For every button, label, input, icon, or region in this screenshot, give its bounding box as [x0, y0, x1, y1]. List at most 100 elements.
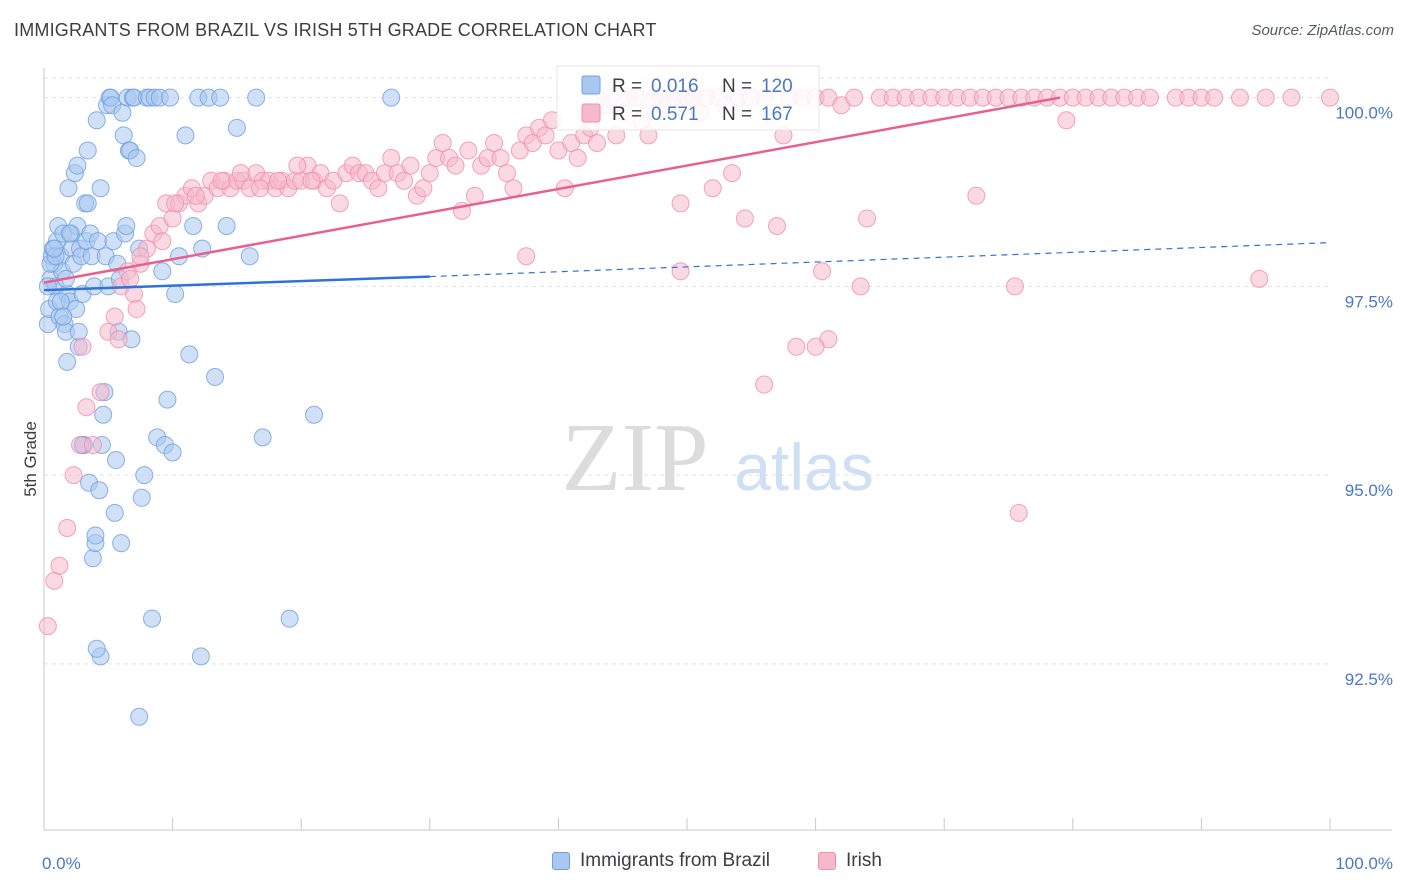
legend-n-label-irish: N = [722, 104, 752, 125]
irish-point [50, 556, 69, 575]
irish-point [1250, 269, 1269, 288]
irish-point [382, 149, 401, 168]
series-brazil-points [38, 88, 401, 726]
brazil-point [135, 466, 154, 485]
brazil-point [86, 526, 105, 545]
brazil-point [382, 88, 401, 107]
irish-point [459, 141, 478, 160]
irish-point [1205, 88, 1224, 107]
irish-point [446, 156, 465, 175]
brazil-point [161, 88, 180, 107]
brazil-point [69, 322, 88, 341]
irish-point [497, 164, 516, 183]
bottom-legend: Immigrants from Brazil Irish [0, 850, 1406, 880]
irish-point [536, 126, 555, 145]
irish-point [420, 164, 439, 183]
brazil-point [78, 194, 97, 213]
brazil-point [117, 217, 136, 235]
irish-point [401, 156, 420, 175]
brazil-point [211, 88, 230, 107]
legend-n-value-irish: 167 [761, 104, 793, 125]
watermark-atlas: atlas [734, 430, 873, 504]
bottom-legend-label-irish: Irish [846, 850, 882, 871]
brazil-point [158, 390, 177, 409]
irish-point [269, 171, 288, 190]
brazil-point [60, 224, 79, 243]
y-tick-label: 95.0% [1345, 481, 1393, 500]
brazil-point [59, 179, 78, 198]
irish-point [465, 186, 484, 205]
brazil-point [54, 307, 73, 326]
watermark: ZIP atlas [562, 404, 874, 512]
irish-point [83, 435, 102, 454]
brazil-trend-line-extension [429, 242, 1331, 278]
irish-point [153, 232, 172, 251]
brazil-point [153, 262, 172, 281]
irish-point [121, 269, 140, 288]
source-label: Source: ZipAtlas.com [1251, 22, 1394, 39]
irish-point [491, 149, 510, 168]
brazil-point [132, 488, 151, 507]
irish-point [369, 179, 388, 198]
irish-point [330, 194, 349, 213]
brazil-point [166, 284, 185, 303]
axes [43, 68, 1392, 831]
legend-r-value-brazil: 0.016 [651, 76, 699, 97]
irish-point [787, 337, 806, 356]
irish-point [813, 262, 832, 281]
irish-point [723, 164, 742, 183]
brazil-point [180, 345, 199, 364]
irish-point [77, 398, 96, 417]
irish-point [127, 300, 146, 319]
legend-n-value-brazil: 120 [761, 76, 793, 97]
irish-point [1140, 88, 1159, 107]
irish-point [967, 186, 986, 205]
irish-point [73, 337, 92, 356]
brazil-point [107, 451, 126, 470]
irish-point [851, 277, 870, 296]
trend-lines [43, 96, 1331, 292]
brazil-point [253, 428, 272, 447]
irish-point [186, 186, 205, 205]
irish-point [671, 194, 690, 213]
brazil-point [51, 292, 70, 311]
y-tick-label: 92.5% [1345, 670, 1393, 689]
brazil-point [105, 503, 124, 522]
brazil-point [305, 405, 324, 424]
bottom-legend-item-irish: Irish [818, 850, 882, 872]
brazil-point [191, 647, 210, 666]
tick-labels: 92.5% 95.0% 97.5% 100.0% 0.0% 100.0% [42, 104, 1393, 873]
legend-box: R = 0.016 N = 120 R = 0.571 N = 167 [556, 65, 820, 131]
brazil-point [45, 239, 64, 258]
legend-swatch-brazil [581, 75, 601, 95]
irish-point [105, 307, 124, 326]
irish-point [166, 194, 185, 213]
bottom-legend-item-brazil: Immigrants from Brazil [552, 850, 770, 872]
irish-point [845, 88, 864, 107]
irish-point [58, 519, 77, 537]
x-tick-label: 0.0% [42, 854, 81, 873]
irish-point [806, 337, 825, 356]
brazil-point [83, 549, 102, 568]
watermark-zip: ZIP [562, 404, 709, 512]
legend-n-label-brazil: N = [722, 76, 752, 97]
legend-r-label-irish: R = [612, 104, 642, 125]
irish-point [288, 156, 307, 175]
brazil-point [127, 149, 146, 168]
irish-point [1230, 88, 1249, 107]
brazil-point [130, 707, 149, 726]
brazil-point [68, 156, 87, 175]
brazil-point [113, 103, 132, 122]
brazil-point [240, 247, 259, 266]
brazil-point [87, 111, 106, 130]
irish-point [395, 171, 414, 190]
irish-point [38, 617, 57, 636]
irish-point [109, 330, 128, 349]
brazil-point [78, 141, 97, 160]
chart-title: IMMIGRANTS FROM BRAZIL VS IRISH 5TH GRAD… [14, 20, 657, 40]
irish-point [1009, 503, 1028, 522]
series-irish-points [38, 88, 1339, 636]
irish-point [735, 209, 754, 228]
brazil-point [247, 88, 266, 107]
y-tick-label: 97.5% [1345, 292, 1393, 311]
